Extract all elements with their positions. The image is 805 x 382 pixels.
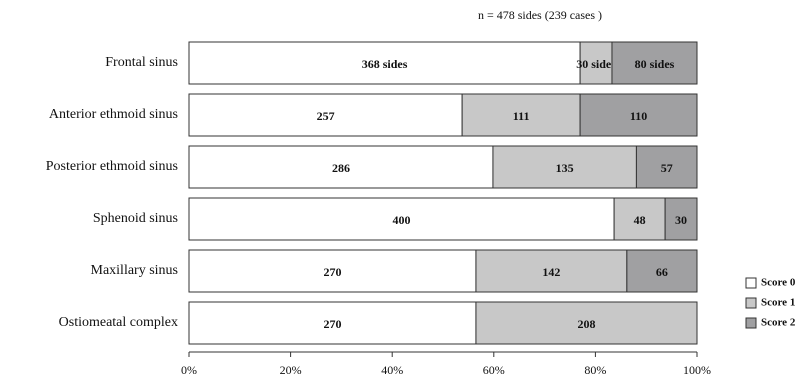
value-label: 30 bbox=[675, 213, 687, 227]
bar-segment bbox=[188, 301, 477, 345]
bar-segment bbox=[188, 197, 615, 241]
x-tick-label: 20% bbox=[280, 363, 302, 377]
bar-segment bbox=[461, 93, 581, 137]
bar-segment bbox=[188, 93, 463, 137]
y-tick-label: Sphenoid sinus bbox=[93, 211, 178, 226]
bar-segment bbox=[492, 145, 637, 189]
bar-segment bbox=[626, 249, 698, 293]
value-label: 80 sides bbox=[635, 57, 675, 71]
value-label: 135 bbox=[556, 161, 574, 175]
x-tick-label: 40% bbox=[381, 363, 403, 377]
value-label: 66 bbox=[656, 265, 668, 279]
legend-swatch bbox=[745, 297, 757, 309]
bar-segment bbox=[611, 41, 698, 85]
bar-segment bbox=[579, 93, 698, 137]
value-label: 286 bbox=[332, 161, 350, 175]
value-label: 208 bbox=[577, 317, 595, 331]
y-tick-label: Maxillary sinus bbox=[91, 263, 179, 278]
bar-segment bbox=[188, 145, 494, 189]
value-label: 142 bbox=[542, 265, 560, 279]
value-label: 270 bbox=[323, 265, 341, 279]
bar-segment bbox=[188, 249, 477, 293]
bar-segment bbox=[475, 301, 698, 345]
value-label: 30 sides bbox=[576, 57, 616, 71]
value-label: 257 bbox=[317, 109, 335, 123]
legend-label: Score 2 bbox=[761, 317, 796, 329]
y-tick-label: Posterior ethmoid sinus bbox=[46, 159, 178, 174]
legend-label: Score 0 bbox=[761, 277, 796, 289]
value-label: 400 bbox=[393, 213, 411, 227]
y-tick-label: Ostiomeatal complex bbox=[59, 315, 178, 330]
annotation: n = 478 sides (239 cases ) bbox=[478, 8, 602, 22]
legend-label: Score 1 bbox=[761, 297, 795, 309]
bar-segment bbox=[475, 249, 628, 293]
bar-segment bbox=[664, 197, 698, 241]
x-tick-label: 60% bbox=[483, 363, 505, 377]
value-label: 270 bbox=[323, 317, 341, 331]
x-tick-label: 80% bbox=[584, 363, 606, 377]
x-tick-label: 0% bbox=[181, 363, 197, 377]
value-label: 368 sides bbox=[362, 57, 408, 71]
y-tick-label: Anterior ethmoid sinus bbox=[49, 107, 178, 122]
x-tick-label: 100% bbox=[683, 363, 711, 377]
value-label: 48 bbox=[634, 213, 646, 227]
bar-segment bbox=[635, 145, 698, 189]
value-label: 57 bbox=[661, 161, 673, 175]
legend-swatch bbox=[745, 317, 757, 329]
value-label: 111 bbox=[513, 109, 530, 123]
legend-swatch bbox=[745, 277, 757, 289]
value-label: 110 bbox=[630, 109, 647, 123]
y-tick-label: Frontal sinus bbox=[105, 55, 178, 70]
bar-segment bbox=[579, 41, 613, 85]
bar-segment bbox=[188, 41, 581, 85]
